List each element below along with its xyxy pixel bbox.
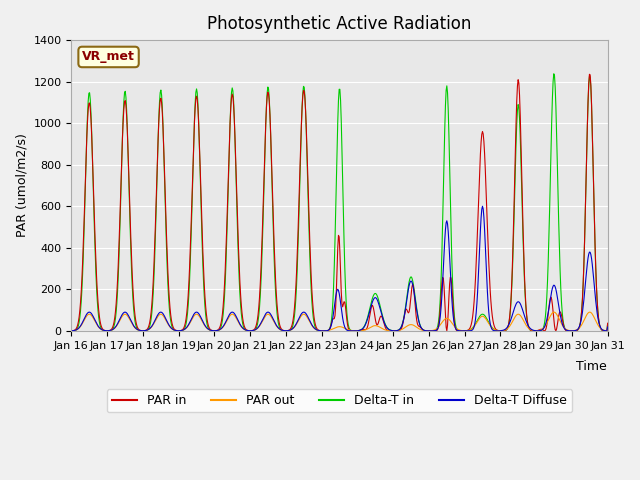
Y-axis label: PAR (umol/m2/s): PAR (umol/m2/s)	[15, 133, 28, 238]
PAR out	[550, 309, 557, 315]
Delta-T in	[426, 328, 433, 334]
PAR out	[68, 328, 76, 334]
PAR out	[318, 328, 326, 334]
PAR out	[396, 327, 403, 333]
PAR in	[229, 94, 237, 99]
PAR out	[426, 328, 433, 334]
Delta-T Diffuse	[276, 326, 284, 332]
PAR in	[276, 322, 284, 328]
Delta-T in	[229, 88, 237, 94]
Delta-T Diffuse	[68, 328, 76, 334]
Line: Delta-T in: Delta-T in	[72, 74, 607, 331]
PAR out	[255, 324, 263, 329]
PAR in	[255, 295, 263, 301]
Delta-T Diffuse	[426, 328, 433, 334]
PAR out	[229, 312, 237, 317]
Text: VR_met: VR_met	[82, 50, 135, 63]
PAR out	[276, 326, 284, 332]
Delta-T Diffuse	[353, 328, 361, 334]
Delta-T in	[255, 305, 263, 311]
Delta-T in	[318, 328, 326, 334]
Delta-T in	[68, 328, 76, 334]
PAR in	[604, 320, 611, 326]
X-axis label: Time: Time	[576, 360, 607, 373]
PAR in	[586, 72, 593, 77]
Delta-T in	[396, 327, 403, 333]
PAR in	[395, 327, 403, 333]
Delta-T in	[604, 321, 611, 327]
Delta-T Diffuse	[131, 324, 138, 330]
Line: PAR in: PAR in	[72, 74, 607, 331]
PAR in	[131, 306, 138, 312]
Line: PAR out: PAR out	[72, 312, 607, 331]
Delta-T in	[550, 71, 557, 77]
Title: Photosynthetic Active Radiation: Photosynthetic Active Radiation	[207, 15, 472, 33]
Line: Delta-T Diffuse: Delta-T Diffuse	[72, 206, 607, 331]
Delta-T Diffuse	[255, 323, 263, 328]
PAR in	[425, 328, 433, 334]
Delta-T Diffuse	[396, 327, 403, 333]
Delta-T Diffuse	[604, 324, 611, 330]
PAR out	[604, 327, 611, 333]
Legend: PAR in, PAR out, Delta-T in, Delta-T Diffuse: PAR in, PAR out, Delta-T in, Delta-T Dif…	[107, 389, 572, 412]
PAR in	[454, 328, 462, 334]
PAR out	[131, 324, 138, 330]
Delta-T Diffuse	[229, 310, 237, 315]
Delta-T Diffuse	[479, 204, 486, 209]
Delta-T in	[131, 313, 138, 319]
PAR in	[68, 328, 76, 334]
Delta-T in	[276, 325, 284, 331]
